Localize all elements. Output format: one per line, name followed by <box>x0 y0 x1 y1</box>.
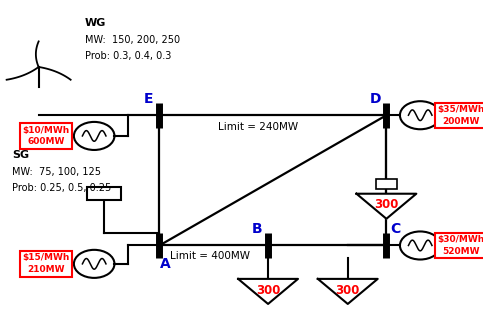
Polygon shape <box>238 279 298 304</box>
Polygon shape <box>356 194 416 219</box>
Text: C: C <box>390 222 400 236</box>
Text: 300: 300 <box>336 284 360 297</box>
Text: $10/MWh
600MW: $10/MWh 600MW <box>22 126 70 146</box>
Text: MW:  150, 200, 250: MW: 150, 200, 250 <box>85 35 180 45</box>
Text: A: A <box>160 257 170 271</box>
Text: D: D <box>370 92 382 106</box>
Text: Prob: 0.3, 0.4, 0.3: Prob: 0.3, 0.4, 0.3 <box>85 51 171 61</box>
Text: Prob: 0.25, 0.5, 0.25: Prob: 0.25, 0.5, 0.25 <box>12 183 111 193</box>
Text: WG: WG <box>85 18 106 28</box>
Text: 300: 300 <box>374 198 398 211</box>
Text: 300: 300 <box>256 284 280 297</box>
Text: SG: SG <box>12 150 29 160</box>
Text: E: E <box>144 92 154 106</box>
Bar <box>376 179 397 189</box>
Text: B: B <box>252 222 263 236</box>
Text: Limit = 240MW: Limit = 240MW <box>218 122 298 132</box>
Text: MW:  75, 100, 125: MW: 75, 100, 125 <box>12 167 101 177</box>
Bar <box>87 187 121 200</box>
Polygon shape <box>318 279 378 304</box>
Text: Limit = 400MW: Limit = 400MW <box>170 250 250 261</box>
Text: $30/MWh
520MW: $30/MWh 520MW <box>438 235 483 256</box>
Text: $15/MWh
210MW: $15/MWh 210MW <box>22 254 70 274</box>
Text: $35/MWh
200MW: $35/MWh 200MW <box>438 105 483 126</box>
